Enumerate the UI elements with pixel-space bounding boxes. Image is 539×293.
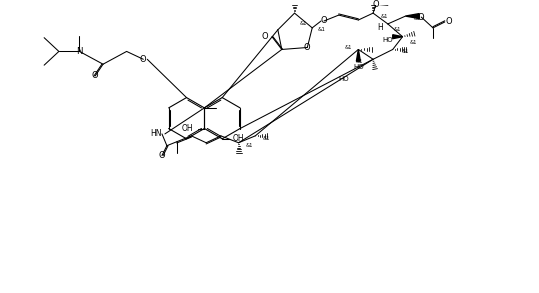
Text: &1: &1 — [317, 27, 325, 32]
Text: O: O — [92, 71, 99, 81]
Text: O: O — [321, 16, 327, 25]
Text: H: H — [377, 23, 383, 32]
Text: &1: &1 — [402, 49, 409, 54]
Polygon shape — [393, 35, 403, 39]
Text: HO: HO — [353, 64, 364, 70]
Text: &1: &1 — [245, 143, 253, 148]
Text: O: O — [262, 32, 268, 41]
Text: O: O — [158, 151, 165, 160]
Text: O: O — [304, 43, 310, 52]
Polygon shape — [405, 13, 419, 18]
Text: HN: HN — [150, 130, 162, 138]
Text: HO: HO — [338, 76, 349, 82]
Text: O: O — [445, 18, 452, 26]
Text: N: N — [76, 47, 82, 56]
Text: &1: &1 — [393, 27, 401, 32]
Text: &1: &1 — [413, 16, 421, 21]
Text: &1: &1 — [345, 45, 353, 50]
Text: &1: &1 — [356, 59, 363, 64]
Text: &1: &1 — [300, 21, 307, 26]
Text: HO: HO — [382, 37, 393, 43]
Text: &1: &1 — [381, 13, 389, 18]
Text: O: O — [140, 55, 147, 64]
Polygon shape — [356, 50, 361, 61]
Text: OH: OH — [182, 124, 194, 133]
Text: &1: &1 — [262, 136, 270, 141]
Text: O: O — [418, 13, 425, 22]
Text: &1: &1 — [410, 40, 417, 45]
Text: O: O — [373, 0, 379, 9]
Text: OH: OH — [233, 134, 245, 143]
